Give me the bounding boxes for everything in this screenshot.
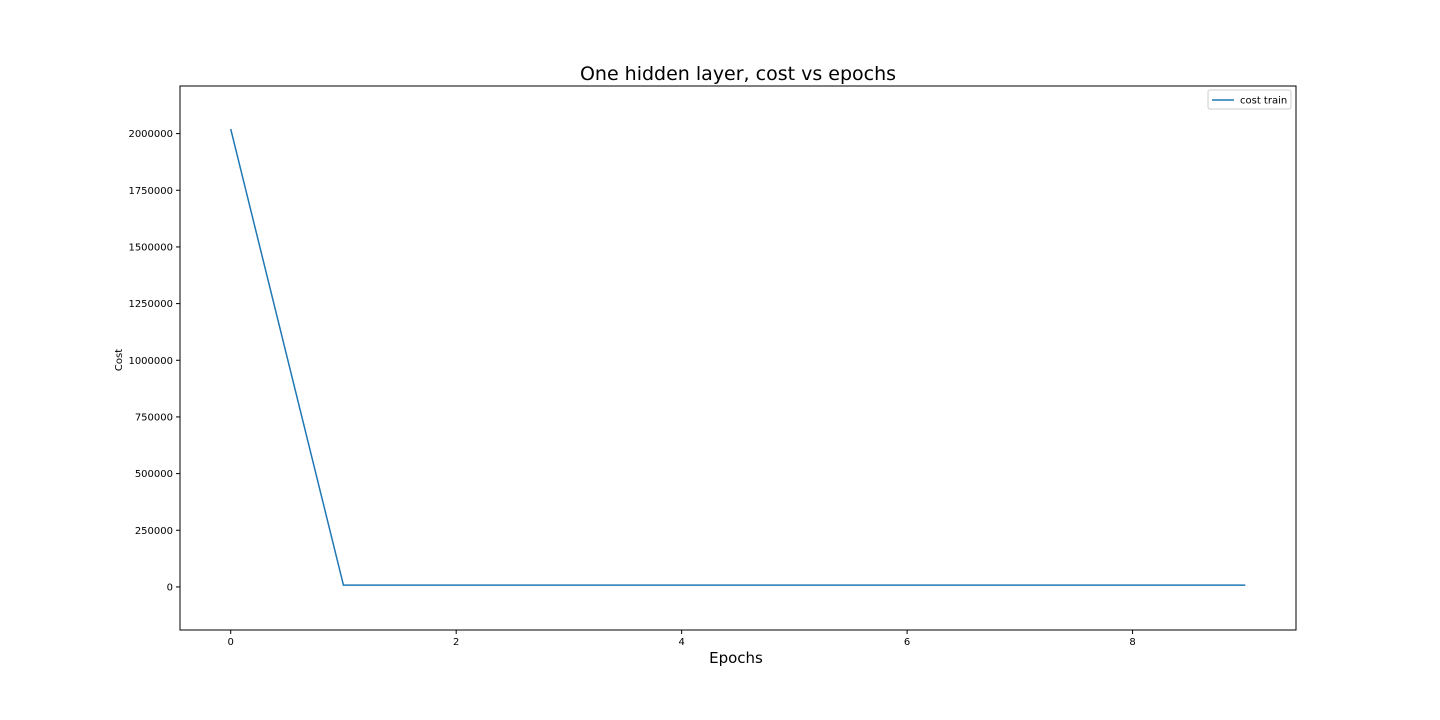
y-tick-label: 250000 <box>135 526 173 537</box>
axes-frame <box>179 85 1297 631</box>
x-axis-label: Epochs <box>709 649 763 667</box>
y-tick-label: 500000 <box>135 469 173 480</box>
y-tick-label: 1250000 <box>128 299 173 310</box>
series-line-cost-train <box>230 128 1246 586</box>
y-tick-label: 1000000 <box>128 356 173 367</box>
y-tick-label: 2000000 <box>128 129 173 140</box>
y-tick-label: 1500000 <box>128 242 173 253</box>
y-axis-label: Cost <box>114 349 125 371</box>
legend-label-cost-train: cost train <box>1240 96 1287 107</box>
x-tick-label: 2 <box>453 637 459 648</box>
y-tick-label: 1750000 <box>128 186 173 197</box>
x-axis: 0 2 4 6 8 <box>228 630 1136 648</box>
x-tick-label: 8 <box>1129 637 1135 648</box>
chart-title: One hidden layer, cost vs epochs <box>580 63 896 85</box>
x-tick-label: 4 <box>678 637 684 648</box>
legend-box <box>1207 89 1292 110</box>
y-tick-label: 0 <box>167 582 173 593</box>
x-tick-label: 6 <box>904 637 910 648</box>
y-axis: 0 250000 500000 750000 1000000 1250000 1500000… <box>128 129 180 593</box>
legend: cost train <box>1207 89 1292 110</box>
y-tick-label: 750000 <box>135 412 173 423</box>
x-tick-label: 0 <box>228 637 234 648</box>
series-layer <box>230 128 1246 586</box>
plot-area <box>179 85 1297 631</box>
